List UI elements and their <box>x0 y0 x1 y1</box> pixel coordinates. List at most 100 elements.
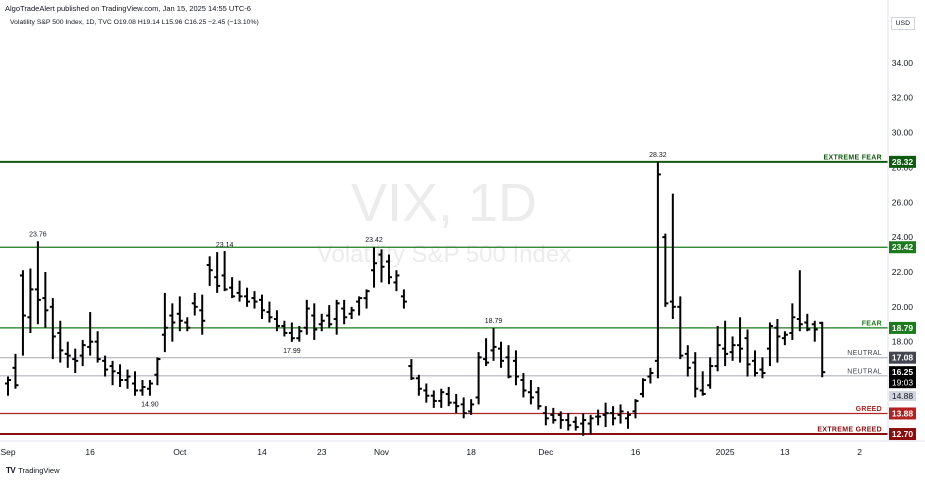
level-name-label: GREED <box>856 406 882 413</box>
ohlc-bar <box>161 292 168 353</box>
ohlc-bar <box>505 345 512 379</box>
ohlc-bar <box>64 341 71 368</box>
ohlc-bar <box>535 386 542 410</box>
peak-annotation: 14.90 <box>141 402 159 409</box>
ohlc-bar <box>19 270 26 356</box>
ohlc-bar <box>595 409 602 426</box>
ohlc-bar <box>550 407 557 424</box>
ohlc-bar <box>744 329 751 377</box>
price-label: 18.79 <box>892 323 914 333</box>
ohlc-bar <box>348 306 355 320</box>
ohlc-bar <box>341 299 348 325</box>
ohlc-bar <box>102 355 109 377</box>
ohlc-bar <box>244 287 251 307</box>
symbol-legend: Volatility S&P 500 Index, 1D, TVC O19.08… <box>10 19 259 26</box>
ohlc-bar <box>251 291 258 309</box>
ohlc-bar <box>311 303 318 340</box>
ohlc-bar <box>363 289 370 309</box>
watermark-symbol: VIX, 1D <box>350 173 538 233</box>
y-tick-label: 20.00 <box>892 302 914 312</box>
ohlc-bar <box>34 241 41 325</box>
ohlc-bar <box>468 399 475 415</box>
x-tick-label: Nov <box>374 447 390 457</box>
ohlc-bar <box>400 289 407 309</box>
ohlc-bar <box>557 411 564 429</box>
ohlc-bar <box>684 345 691 377</box>
ohlc-bar <box>393 270 400 292</box>
ohlc-bar <box>385 254 392 285</box>
ohlc-bar <box>371 247 378 288</box>
y-tick-label: 32.00 <box>892 93 914 103</box>
peak-annotation: 23.14 <box>216 242 234 249</box>
price-label: 13.88 <box>892 408 914 418</box>
ohlc-bar <box>669 193 676 320</box>
ohlc-bar <box>191 292 198 316</box>
brand-label: TradingView <box>18 466 60 475</box>
ohlc-bar <box>737 317 744 363</box>
ohlc-bar <box>27 268 34 333</box>
ohlc-bar <box>602 402 609 428</box>
tradingview-footer: TV TradingView <box>6 466 60 475</box>
ohlc-bar <box>811 320 818 342</box>
publisher-line: AlgoTradeAlert published on TradingView.… <box>5 4 251 13</box>
y-tick-label: 30.00 <box>892 128 914 138</box>
ohlc-bar <box>759 357 766 379</box>
currency-button[interactable]: USD <box>890 17 915 30</box>
ohlc-bar <box>512 350 519 386</box>
ohlc-bar <box>542 406 549 426</box>
ohlc-bar <box>714 325 721 372</box>
ohlc-bar <box>632 399 639 419</box>
ohlc-bar <box>565 413 572 431</box>
ohlc-bar <box>453 393 460 414</box>
ohlc-bar <box>214 252 221 293</box>
ohlc-bar <box>789 303 796 340</box>
x-tick-label: 13 <box>780 447 790 457</box>
ohlc-bar <box>580 413 587 436</box>
price-label-bg <box>889 241 916 254</box>
ohlc-bar <box>146 380 153 396</box>
price-label: 12.70 <box>892 429 914 439</box>
ohlc-bar <box>378 249 385 283</box>
ohlc-bar <box>490 327 497 361</box>
ohlc-bar <box>662 233 669 307</box>
ohlc-bar <box>408 359 415 381</box>
ohlc-bar <box>333 299 340 335</box>
ohlc-bar <box>438 388 445 408</box>
x-tick-label: Oct <box>173 447 187 457</box>
x-tick-label: 18 <box>466 447 476 457</box>
prev-close-bg <box>889 391 916 402</box>
ohlc-bar <box>221 251 228 292</box>
ohlc-bar <box>617 404 624 424</box>
price-label-bg <box>889 321 916 334</box>
ohlc-bar <box>707 357 714 389</box>
ohlc-bar <box>415 374 422 396</box>
tradingview-logo-icon: TV <box>6 466 16 475</box>
price-label-bg <box>889 428 916 441</box>
current-price-bg <box>889 366 916 389</box>
x-tick-label: 16 <box>85 447 95 457</box>
ohlc-bar <box>520 373 527 398</box>
ohlc-bar <box>124 369 131 389</box>
countdown-label: 19:03 <box>892 378 914 388</box>
price-label-bg <box>889 351 916 364</box>
ohlc-bar <box>281 320 288 337</box>
level-name-label: FEAR <box>862 320 882 327</box>
price-label-bg <box>889 155 916 168</box>
x-tick-label: 14 <box>257 447 267 457</box>
ohlc-bar <box>766 322 773 367</box>
y-tick-label: 24.00 <box>892 232 914 242</box>
ohlc-bar <box>423 383 430 403</box>
ohlc-bar <box>87 312 94 356</box>
level-name-label: EXTREME FEAR <box>824 154 882 161</box>
ohlc-bar <box>819 321 826 378</box>
ohlc-bar <box>729 336 736 361</box>
ohlc-bar <box>722 320 729 367</box>
ohlc-bar <box>483 338 490 367</box>
ohlc-bar <box>587 414 594 435</box>
x-tick-label: Sep <box>0 447 15 457</box>
ohlc-bar <box>498 341 505 368</box>
ohlc-bar <box>72 348 79 374</box>
ohlc-bar <box>527 380 534 405</box>
x-tick-label: 23 <box>317 447 327 457</box>
